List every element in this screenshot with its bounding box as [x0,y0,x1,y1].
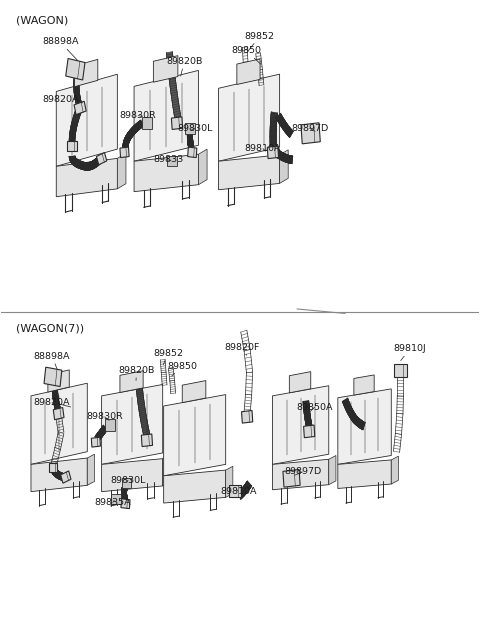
Text: 89850: 89850 [231,47,262,64]
Text: 89833: 89833 [153,155,183,164]
Polygon shape [188,147,197,157]
Polygon shape [273,459,329,490]
FancyBboxPatch shape [142,117,152,129]
Polygon shape [91,437,100,447]
Text: (WAGON): (WAGON) [16,15,68,25]
FancyBboxPatch shape [106,419,115,431]
Text: 89810A: 89810A [245,144,281,153]
Polygon shape [267,146,278,159]
Text: 88898A: 88898A [34,352,71,369]
Polygon shape [87,454,95,485]
FancyBboxPatch shape [167,156,178,166]
Polygon shape [229,485,241,497]
Polygon shape [120,147,129,157]
Polygon shape [164,470,226,503]
Polygon shape [74,59,98,87]
Polygon shape [218,74,280,161]
Polygon shape [329,455,336,485]
Polygon shape [96,152,107,165]
Text: 89852: 89852 [153,349,183,365]
Polygon shape [241,410,253,423]
Polygon shape [338,389,391,464]
Polygon shape [67,141,77,151]
Polygon shape [289,371,311,393]
Polygon shape [283,469,300,487]
Polygon shape [163,455,170,486]
Text: 89810J: 89810J [394,345,426,361]
Text: (WAGON(7)): (WAGON(7)) [16,324,84,334]
Polygon shape [237,59,260,85]
Polygon shape [134,71,199,161]
Text: 89820B: 89820B [118,366,155,380]
Text: 89810A: 89810A [220,487,256,496]
FancyBboxPatch shape [185,122,195,134]
Text: 89897D: 89897D [284,468,321,476]
Polygon shape [31,458,87,492]
Text: 89820B: 89820B [166,57,203,76]
Polygon shape [56,75,117,166]
Polygon shape [48,463,57,472]
Polygon shape [31,383,87,464]
Polygon shape [141,434,153,447]
Text: 89850A: 89850A [296,403,333,412]
Polygon shape [280,150,288,183]
Text: 89852: 89852 [245,32,275,51]
Polygon shape [171,117,182,129]
Text: 89830L: 89830L [110,476,145,485]
Text: 89897D: 89897D [291,124,328,132]
Polygon shape [44,367,62,387]
Polygon shape [102,459,163,492]
Text: 89820A: 89820A [34,397,71,407]
Polygon shape [66,59,85,80]
Polygon shape [301,123,320,144]
Text: 89830R: 89830R [86,412,123,421]
Polygon shape [53,408,64,420]
Polygon shape [354,375,374,395]
Polygon shape [120,371,143,392]
Polygon shape [117,154,126,189]
Polygon shape [134,154,199,192]
Text: 89835A: 89835A [95,498,131,507]
Polygon shape [164,394,226,476]
FancyBboxPatch shape [121,478,131,489]
Polygon shape [74,101,86,115]
Polygon shape [303,425,315,438]
Text: 89830R: 89830R [120,111,156,120]
Polygon shape [56,159,117,197]
Polygon shape [102,385,163,464]
Polygon shape [48,370,69,392]
Polygon shape [60,471,71,483]
Polygon shape [182,380,206,403]
Polygon shape [199,149,207,185]
Polygon shape [218,155,280,190]
Polygon shape [394,364,407,378]
Polygon shape [154,55,178,82]
Text: 89850: 89850 [168,362,197,376]
Polygon shape [338,460,391,489]
FancyBboxPatch shape [111,494,121,505]
Polygon shape [273,386,329,464]
Polygon shape [391,456,398,484]
Text: 89820F: 89820F [225,343,260,355]
Polygon shape [121,499,130,508]
Text: 89830L: 89830L [177,124,212,132]
Polygon shape [226,466,233,497]
Text: 88898A: 88898A [42,38,78,61]
Text: 89820A: 89820A [42,95,83,104]
